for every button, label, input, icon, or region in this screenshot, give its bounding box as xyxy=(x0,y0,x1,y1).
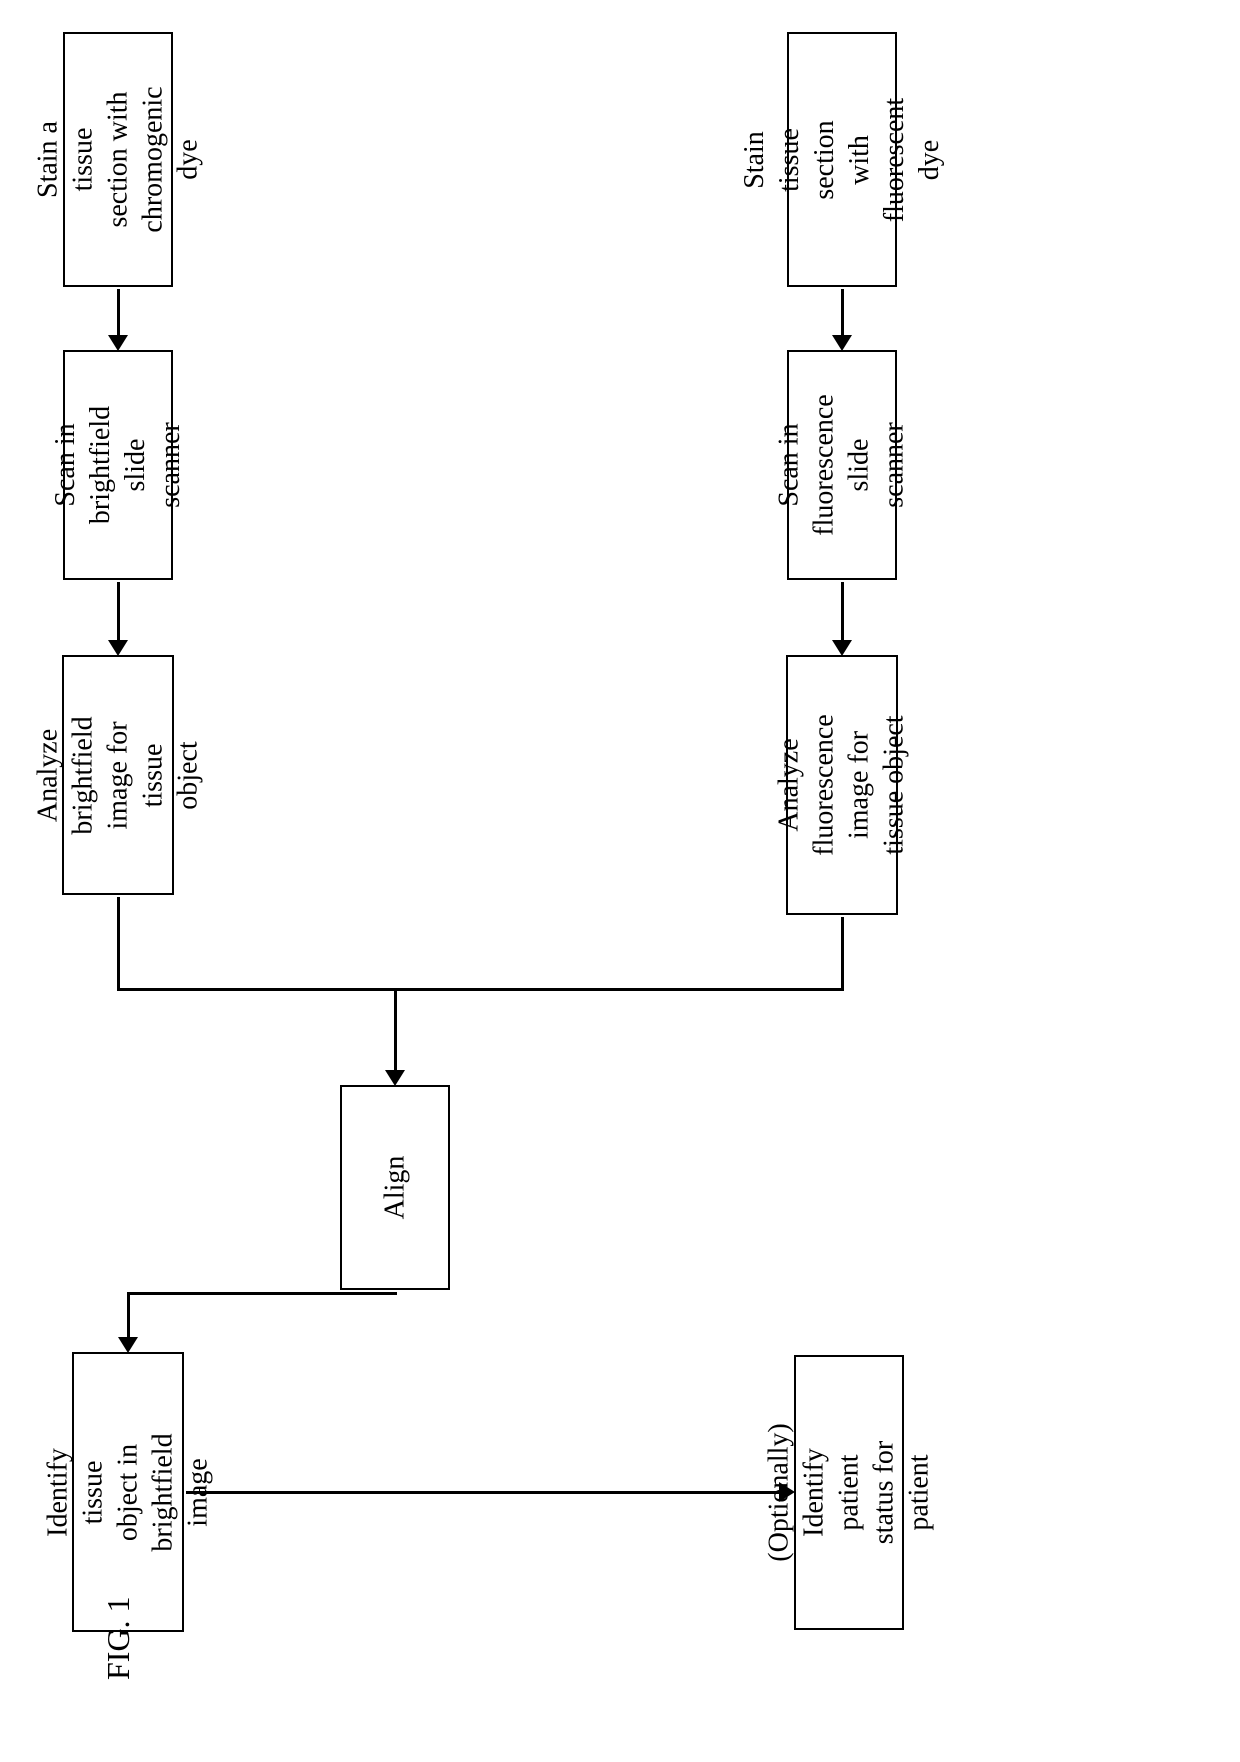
node-stain-fluorescent-label: Stain tissue section with fluorescent dy… xyxy=(737,97,947,221)
flowchart-canvas: Stain a tissue section with chromogenic … xyxy=(0,0,1240,1762)
arrow-bus-to-align xyxy=(385,1070,405,1086)
arrow-scan-to-analyze-fl xyxy=(832,640,852,656)
node-analyze-fluorescence-label: Analyze fluorescence image for tissue ob… xyxy=(772,714,912,855)
node-scan-fluorescence-label: Scan in fluorescence slide scanner xyxy=(772,394,912,535)
node-identify-patient-status: (Optionally) Identify patient status for… xyxy=(794,1355,904,1630)
edge-stain-to-scan-bf xyxy=(117,289,120,337)
edge-stain-to-scan-fl xyxy=(841,289,844,337)
arrow-stain-to-scan-fl xyxy=(832,335,852,351)
edge-bus-to-align xyxy=(394,988,397,1072)
arrow-identify-to-optional xyxy=(779,1482,795,1502)
edge-align-to-identify-h xyxy=(127,1292,397,1295)
edge-align-stub xyxy=(394,1292,397,1295)
node-analyze-brightfield-label: Analyze brightfield image for tissue obj… xyxy=(31,716,206,834)
node-align: Align xyxy=(340,1085,450,1290)
node-scan-fluorescence: Scan in fluorescence slide scanner xyxy=(787,350,897,580)
edge-identify-to-optional xyxy=(186,1491,781,1494)
figure-label: FIG. 1 xyxy=(100,1596,137,1680)
arrow-align-to-identify xyxy=(118,1337,138,1353)
arrow-scan-to-analyze-bf xyxy=(108,640,128,656)
edge-analyze-bf-to-bus xyxy=(117,897,120,990)
arrow-stain-to-scan-bf xyxy=(108,335,128,351)
node-analyze-fluorescence: Analyze fluorescence image for tissue ob… xyxy=(786,655,898,915)
node-scan-brightfield-label: Scan in brightfield slide scanner xyxy=(48,406,188,524)
edge-analyze-fl-to-bus xyxy=(841,917,844,990)
node-scan-brightfield: Scan in brightfield slide scanner xyxy=(63,350,173,580)
edge-merge-bus xyxy=(117,988,844,991)
node-identify-tissue: Identify tissue object in brightfield im… xyxy=(72,1352,184,1632)
node-analyze-brightfield: Analyze brightfield image for tissue obj… xyxy=(62,655,174,895)
node-stain-chromogenic: Stain a tissue section with chromogenic … xyxy=(63,32,173,287)
edge-align-to-identify-v xyxy=(127,1292,130,1339)
node-align-label: Align xyxy=(378,1135,413,1241)
edge-scan-to-analyze-bf xyxy=(117,582,120,642)
node-stain-chromogenic-label: Stain a tissue section with chromogenic … xyxy=(31,86,206,232)
node-stain-fluorescent: Stain tissue section with fluorescent dy… xyxy=(787,32,897,287)
edge-scan-to-analyze-fl xyxy=(841,582,844,642)
figure-label-text: FIG. 1 xyxy=(100,1596,136,1680)
